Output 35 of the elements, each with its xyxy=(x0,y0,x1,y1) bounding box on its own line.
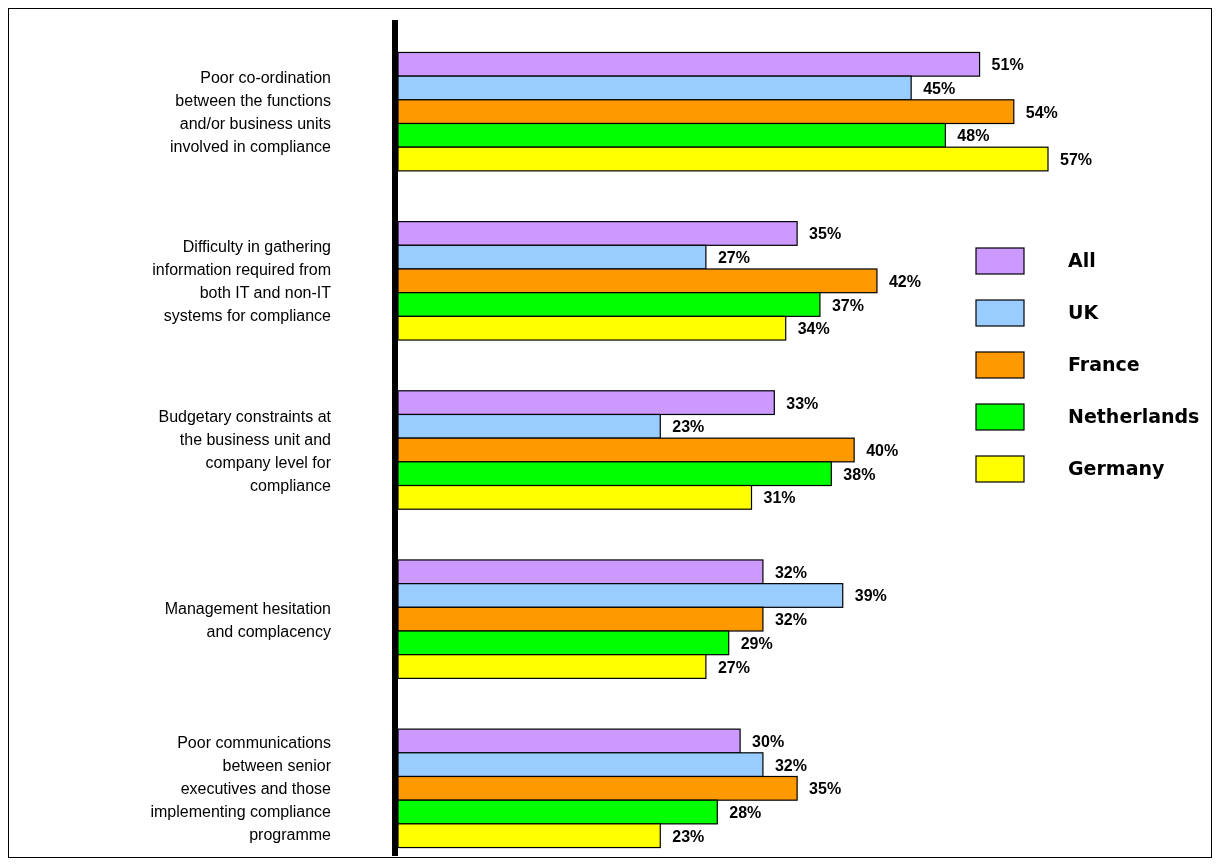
data-label: 32% xyxy=(774,756,807,774)
data-label: 29% xyxy=(740,634,773,652)
y-tick-label: Poor communications between senior executives and those implementing compliance programme xyxy=(150,734,332,844)
data-label: 40% xyxy=(866,442,899,459)
data-label: 48% xyxy=(957,127,990,145)
legend-label: UK xyxy=(1068,301,1100,323)
data-label: 35% xyxy=(809,780,842,798)
legend-label: Netherlands xyxy=(1068,405,1200,427)
y-tick-label: Difficulty in gathering information required from both IT and non-IT systems for compliance xyxy=(152,238,332,325)
data-label: 33% xyxy=(786,394,819,412)
data-label: 39% xyxy=(854,587,887,605)
data-label: 51% xyxy=(991,56,1024,74)
data-label: 37% xyxy=(831,296,864,314)
legend-label: France xyxy=(1068,353,1140,375)
legend-label: All xyxy=(1068,249,1096,271)
data-label: 23% xyxy=(672,827,705,845)
data-label: 31% xyxy=(763,489,796,507)
data-label: 35% xyxy=(809,225,842,243)
legend-label: Germany xyxy=(1068,457,1165,479)
y-tick-label: Poor co-ordination between the functions and/or business units involved in compliance xyxy=(170,69,332,156)
data-label: 57% xyxy=(1060,151,1093,169)
data-label: 34% xyxy=(797,320,830,338)
y-tick-label: Management hesitation and complacency xyxy=(164,599,331,640)
data-label: 23% xyxy=(672,418,705,436)
data-label: 42% xyxy=(888,272,921,290)
data-label: 30% xyxy=(752,732,785,750)
data-label: 32% xyxy=(774,611,807,629)
data-label: 54% xyxy=(1025,103,1058,121)
y-tick-label: Budgetary constraints at the business unit and company level for compliance xyxy=(158,407,332,494)
data-label: 27% xyxy=(717,249,750,267)
data-label: 28% xyxy=(729,804,762,822)
data-label: 27% xyxy=(717,658,750,676)
data-label: 45% xyxy=(923,79,956,97)
data-label: 32% xyxy=(774,563,807,581)
data-label: 38% xyxy=(843,465,876,483)
